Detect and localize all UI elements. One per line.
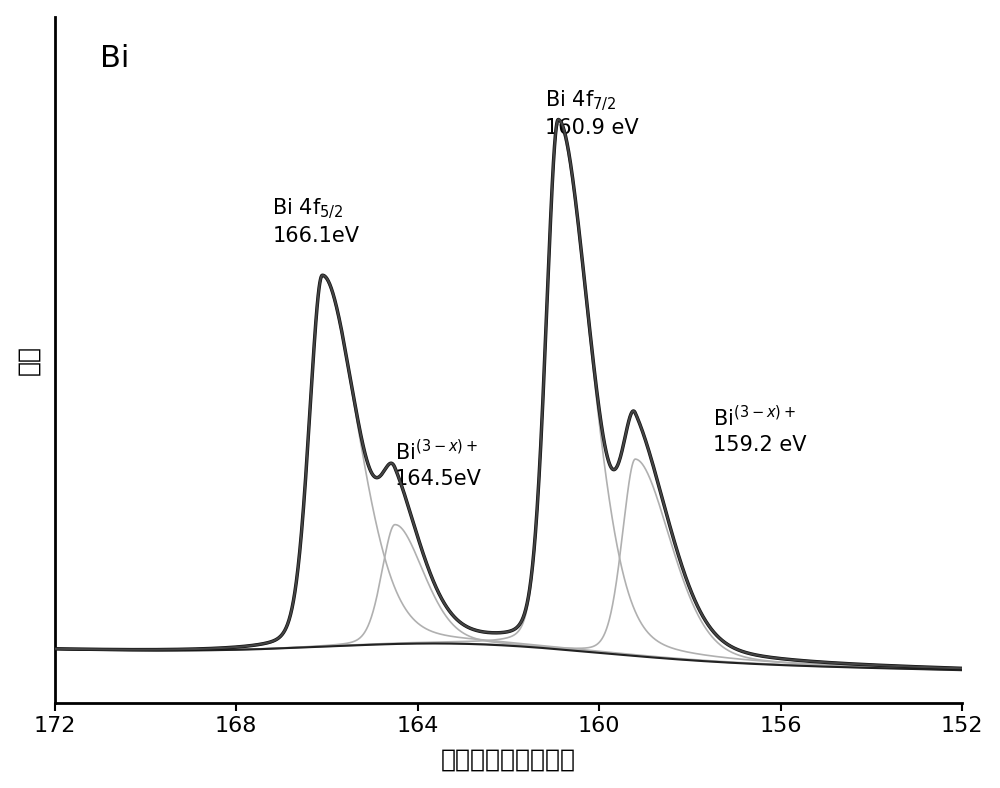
X-axis label: 结合能（电子伏特）: 结合能（电子伏特） — [441, 747, 576, 771]
Text: Bi$^{(3-x)+}$
159.2 eV: Bi$^{(3-x)+}$ 159.2 eV — [713, 405, 806, 455]
Text: Bi 4f$_{7/2}$
160.9 eV: Bi 4f$_{7/2}$ 160.9 eV — [545, 89, 638, 138]
Y-axis label: 强度: 强度 — [17, 345, 41, 375]
Text: Bi$^{(3-x)+}$
164.5eV: Bi$^{(3-x)+}$ 164.5eV — [395, 439, 482, 489]
Text: Bi 4f$_{5/2}$
166.1eV: Bi 4f$_{5/2}$ 166.1eV — [272, 197, 359, 246]
Text: Bi: Bi — [100, 44, 129, 73]
